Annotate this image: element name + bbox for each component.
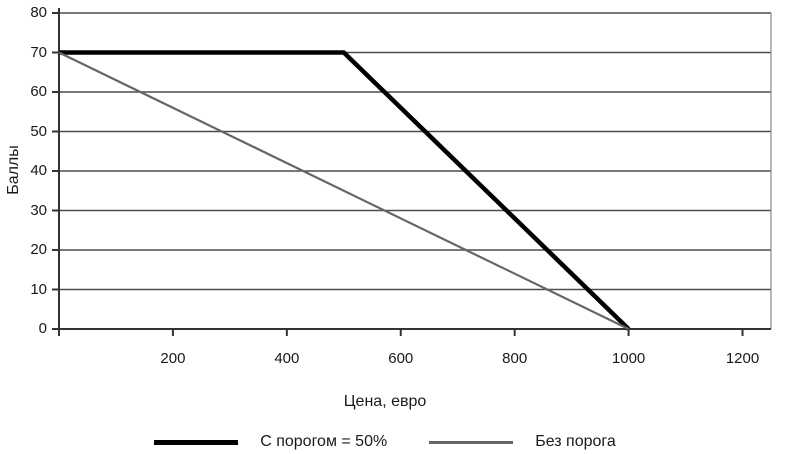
- legend-item-no-threshold: Без порога: [429, 433, 616, 451]
- y-tick-label: 60: [30, 83, 47, 100]
- y-tick-label: 70: [30, 43, 47, 61]
- legend-label-no-threshold: Без порога: [535, 433, 616, 450]
- y-tick-label: 50: [30, 122, 47, 140]
- y-tick-label: 0: [38, 320, 47, 337]
- series-line-0: [59, 50, 631, 331]
- series-line-1: [58, 51, 630, 330]
- x-tick-label: 1200: [725, 350, 760, 367]
- y-tick-label: 80: [30, 4, 47, 21]
- x-tick-label: 400: [274, 350, 300, 367]
- y-tick-label: 20: [30, 241, 47, 258]
- x-tick-label: 200: [160, 350, 186, 367]
- x-axis-title: Цена, евро: [343, 393, 427, 410]
- thin-line-swatch-icon: [429, 440, 514, 444]
- legend-label-with-threshold: С порогом = 50%: [260, 433, 388, 450]
- x-tick-label: 600: [388, 350, 414, 367]
- y-tick-label: 10: [30, 280, 47, 298]
- legend: С порогом = 50% Без порога: [0, 433, 770, 451]
- x-tick-label: 800: [502, 350, 528, 367]
- y-tick-label: 40: [30, 162, 47, 179]
- x-tick-label: 1000: [611, 350, 646, 367]
- thick-line-swatch-icon: [154, 439, 239, 445]
- y-tick-label: 30: [30, 201, 47, 219]
- legend-item-with-threshold: С порогом = 50%: [154, 433, 387, 451]
